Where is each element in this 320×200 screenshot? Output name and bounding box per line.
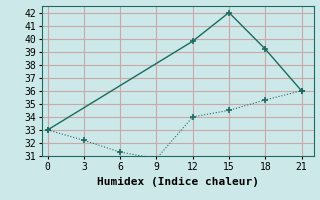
X-axis label: Humidex (Indice chaleur): Humidex (Indice chaleur)	[97, 177, 259, 187]
